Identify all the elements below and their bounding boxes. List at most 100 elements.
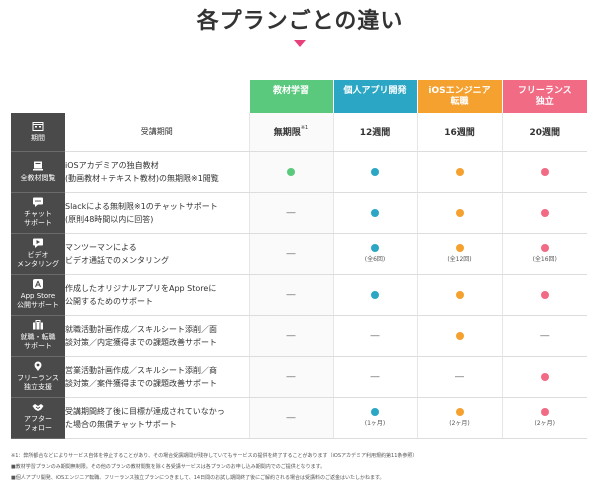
footnotes: ※1：弊所都合などによりサービス自体を停止することがあり、その場合受講期間が残存… bbox=[11, 451, 591, 484]
included-dot-icon bbox=[540, 244, 549, 252]
plan-cell bbox=[416, 274, 502, 316]
cell-note: (2ヶ月) bbox=[449, 420, 470, 427]
description-line-2: 公開するためのサポート bbox=[65, 296, 153, 306]
row-description: iOSアカデミアの独自教材 (動画教材＋テキスト教材)の無期限※1閲覧 bbox=[65, 151, 249, 193]
briefcase-icon bbox=[32, 320, 44, 330]
row-description: 作成したオリジナルアプリをApp Storeに 公開するためのサポート bbox=[65, 274, 249, 316]
row-category: アフター フォロー bbox=[11, 397, 65, 439]
included-dot-icon bbox=[455, 208, 464, 217]
category-label: 就職・転職 bbox=[20, 333, 56, 341]
plan-cell: (全12回) bbox=[416, 233, 502, 275]
cell-note: (1ヶ月) bbox=[364, 420, 386, 427]
description-line: 作成したオリジナルアプリをApp Storeに bbox=[65, 283, 217, 293]
cell-note: (全16回) bbox=[532, 256, 557, 263]
plan-cell: (全6回) bbox=[332, 233, 417, 275]
plan-cell: (2ヶ月) bbox=[416, 397, 502, 439]
row-category: フリーランス 独立支援 bbox=[11, 356, 65, 398]
category-label: フリーランス bbox=[17, 374, 59, 382]
category-label-2: メンタリング bbox=[17, 260, 59, 268]
plan-cell bbox=[248, 151, 333, 193]
plan-cell: ― bbox=[248, 315, 333, 357]
description-line-2: (原則48時間以内に回答) bbox=[65, 214, 154, 224]
plan-cell: 12週間 bbox=[332, 113, 417, 152]
period-value: 12週間 bbox=[359, 128, 391, 139]
included-dot-icon bbox=[455, 244, 464, 252]
not-included-dash: ― bbox=[370, 371, 380, 382]
included-dot-icon bbox=[371, 167, 379, 176]
included-dot-icon bbox=[540, 372, 549, 381]
included-dot-icon bbox=[455, 331, 464, 340]
description-line-2: (動画教材＋テキスト教材)の無期限※1閲覧 bbox=[65, 173, 219, 183]
included-dot-icon bbox=[540, 208, 549, 217]
description-line-2: た場合の無償チャットサポート bbox=[65, 419, 177, 429]
row-category: 就職・転職 サポート bbox=[11, 315, 65, 357]
description-line: 受講期間終了後に目標が達成されていなかっ bbox=[65, 406, 225, 416]
included-dot-icon bbox=[540, 408, 549, 416]
plan-cell: ― bbox=[248, 397, 333, 439]
plan-cell: ― bbox=[248, 274, 333, 316]
not-included-dash: ― bbox=[286, 371, 296, 382]
row-description: マンツーマンによる ビデオ通話でのメンタリング bbox=[65, 233, 249, 275]
plan-header-free: フリーランス 独立 bbox=[501, 80, 587, 113]
included-dot-icon bbox=[371, 244, 379, 252]
plan-header-kyozai: 教材学習 bbox=[248, 80, 333, 113]
cell-note: (全6回) bbox=[364, 256, 386, 263]
plan-comparison-table: 教材学習 個人アプリ開発 iOSエンジニア 転職 フリーランス 独立 期間 受講期間 無… bbox=[11, 80, 587, 439]
included-dot-icon bbox=[287, 167, 295, 176]
description-line: 就職活動計画作成／スキルシート添削／面 bbox=[65, 324, 217, 334]
period-value: 16週間 bbox=[444, 128, 475, 139]
row-category: ビデオ メンタリング bbox=[11, 233, 65, 275]
plan-cell: 20週間 bbox=[501, 113, 587, 152]
category-label: App Store bbox=[20, 292, 56, 300]
pin-icon bbox=[32, 361, 44, 371]
included-dot-icon bbox=[371, 408, 379, 416]
category-label-2: 独立支援 bbox=[24, 383, 52, 391]
plan-cell bbox=[501, 274, 587, 316]
row-category: App Store 公開サポート bbox=[11, 274, 65, 316]
plan-cell: ― bbox=[248, 192, 333, 234]
included-dot-icon bbox=[371, 208, 379, 217]
row-category: チャット サポート bbox=[11, 192, 65, 234]
plan-cell bbox=[501, 356, 587, 398]
description-line-2: 談対策／案件獲得までの課題改善サポート bbox=[65, 378, 217, 388]
chat-icon bbox=[32, 197, 44, 207]
video-icon bbox=[32, 238, 44, 248]
category-label-2: 公開サポート bbox=[17, 301, 59, 309]
plan-cell: ― bbox=[332, 356, 417, 398]
plan-cell bbox=[416, 315, 502, 357]
row-description: 営業活動計画作成／スキルシート添削／商 談対策／案件獲得までの課題改善サポート bbox=[65, 356, 249, 398]
category-label: 期間 bbox=[31, 133, 45, 142]
not-included-dash: ― bbox=[286, 412, 296, 423]
table-row: 期間 受講期間 無期限※1 12週間 16週間 20週間 bbox=[11, 113, 587, 152]
category-label: 全教材閲覧 bbox=[20, 173, 56, 182]
title-arrow-icon bbox=[294, 40, 306, 47]
period-value: 20週間 bbox=[529, 128, 561, 139]
cell-note: (2ヶ月) bbox=[534, 420, 556, 427]
table-row: ビデオ メンタリング マンツーマンによる ビデオ通話でのメンタリング ― (全6回) (全1… bbox=[11, 233, 587, 275]
not-included-dash: ― bbox=[286, 330, 296, 341]
plan-cell: 無期限※1 bbox=[248, 113, 333, 152]
plan-cell: ― bbox=[248, 233, 333, 275]
description-line: マンツーマンによる bbox=[65, 242, 137, 252]
plan-cell: ― bbox=[332, 315, 417, 357]
handshake-icon bbox=[32, 402, 44, 412]
cell-note: (全12回) bbox=[447, 256, 472, 263]
row-description: 受講期間 bbox=[65, 113, 249, 152]
row-description: 就職活動計画作成／スキルシート添削／面 談対策／内定獲得までの課題改善サポート bbox=[65, 315, 249, 357]
table-row: App Store 公開サポート 作成したオリジナルアプリをApp Storeに 公開… bbox=[11, 274, 587, 316]
included-dot-icon bbox=[455, 408, 464, 416]
plan-cell: (全16回) bbox=[501, 233, 587, 275]
included-dot-icon bbox=[540, 290, 549, 299]
description-line: 受講期間 bbox=[140, 127, 173, 137]
not-included-dash: ― bbox=[286, 248, 296, 259]
calendar-icon bbox=[32, 121, 44, 131]
table-row: チャット サポート Slackによる無制限※1のチャットサポート (原則48時間以内に… bbox=[11, 192, 587, 234]
footnote: ■教材学習プランのみ期間無制限。その他のプランの教材閲覧を除く各受講サービスは各… bbox=[11, 464, 326, 470]
plan-cell: ― bbox=[248, 356, 333, 398]
header-spacer bbox=[65, 80, 249, 113]
plan-cell bbox=[416, 192, 502, 234]
not-included-dash: ― bbox=[540, 330, 550, 341]
period-value: 無期限 bbox=[273, 128, 301, 139]
plan-cell: ― bbox=[416, 356, 502, 398]
description-line-2: 談対策／内定獲得までの課題改善サポート bbox=[65, 337, 217, 347]
